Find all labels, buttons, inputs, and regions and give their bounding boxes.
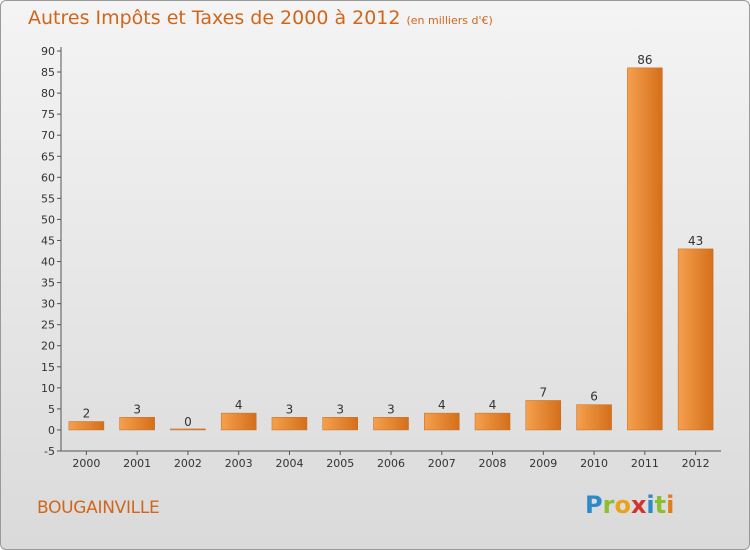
y-tick-label: 20 bbox=[41, 340, 55, 353]
x-tick-label: 2007 bbox=[428, 457, 456, 470]
bars bbox=[68, 67, 714, 431]
bar-2007 bbox=[424, 412, 460, 431]
chart-title-text: Autres Impôts et Taxes de 2000 à 2012 bbox=[28, 7, 401, 29]
data-label-2005: 3 bbox=[336, 402, 344, 416]
axes: -505101520253035404550556065707580859020… bbox=[41, 45, 721, 470]
chart-title: Autres Impôts et Taxes de 2000 à 2012 (en… bbox=[28, 7, 493, 29]
y-tick-label: 45 bbox=[41, 234, 55, 247]
data-label-2010: 6 bbox=[590, 390, 598, 404]
y-tick-label: 90 bbox=[41, 45, 55, 58]
data-label-2000: 2 bbox=[83, 407, 91, 421]
bar-2011 bbox=[627, 67, 663, 431]
y-tick-label: 15 bbox=[41, 361, 55, 374]
bar-2005 bbox=[322, 417, 358, 431]
y-tick-label: 5 bbox=[48, 403, 55, 416]
data-label-2012: 43 bbox=[688, 234, 703, 248]
y-tick-label: 60 bbox=[41, 171, 55, 184]
x-tick-label: 2010 bbox=[580, 457, 608, 470]
data-label-2007: 4 bbox=[438, 398, 446, 412]
y-tick-label: 80 bbox=[41, 87, 55, 100]
y-tick-label: -5 bbox=[44, 445, 55, 458]
data-label-2001: 3 bbox=[133, 402, 141, 416]
data-label-2009: 7 bbox=[539, 385, 547, 399]
data-label-2002: 0 bbox=[184, 415, 192, 429]
data-label-2006: 3 bbox=[387, 402, 395, 416]
y-tick-label: 40 bbox=[41, 256, 55, 269]
y-tick-label: 10 bbox=[41, 382, 55, 395]
x-tick-label: 2003 bbox=[225, 457, 253, 470]
y-tick-label: 0 bbox=[48, 424, 55, 437]
data-label-2004: 3 bbox=[286, 402, 294, 416]
bar-2004 bbox=[271, 417, 308, 431]
y-tick-label: 30 bbox=[41, 298, 55, 311]
x-tick-label: 2008 bbox=[479, 457, 507, 470]
bar-2008 bbox=[474, 412, 511, 431]
x-tick-label: 2011 bbox=[631, 457, 659, 470]
place-name: BOUGAINVILLE bbox=[37, 498, 160, 518]
x-tick-label: 2012 bbox=[682, 457, 710, 470]
y-tick-label: 75 bbox=[41, 108, 55, 121]
bar-2012 bbox=[677, 248, 714, 431]
x-tick-label: 2001 bbox=[123, 457, 151, 470]
data-label-2003: 4 bbox=[235, 398, 243, 412]
x-tick-label: 2005 bbox=[326, 457, 354, 470]
y-tick-label: 65 bbox=[41, 150, 55, 163]
bar-2003 bbox=[220, 412, 257, 431]
y-tick-label: 50 bbox=[41, 213, 55, 226]
x-tick-label: 2000 bbox=[72, 457, 100, 470]
y-tick-label: 55 bbox=[41, 192, 55, 205]
bar-2010 bbox=[576, 404, 612, 431]
bar-2000 bbox=[68, 421, 105, 431]
bar-2001 bbox=[119, 417, 155, 431]
chart-unit: (en milliers d'€) bbox=[406, 14, 493, 27]
proxiti-logo: Proxiti bbox=[585, 491, 675, 519]
x-tick-label: 2006 bbox=[377, 457, 405, 470]
y-tick-label: 70 bbox=[41, 129, 55, 142]
data-label-2008: 4 bbox=[489, 398, 497, 412]
x-tick-label: 2004 bbox=[275, 457, 303, 470]
y-tick-label: 35 bbox=[41, 277, 55, 290]
y-tick-label: 85 bbox=[41, 66, 55, 79]
x-tick-label: 2002 bbox=[174, 457, 202, 470]
bar-2009 bbox=[525, 400, 562, 431]
x-tick-label: 2009 bbox=[529, 457, 557, 470]
data-label-2011: 86 bbox=[637, 53, 652, 67]
bar-2006 bbox=[373, 417, 409, 431]
y-tick-label: 25 bbox=[41, 319, 55, 332]
bar-2002 bbox=[170, 428, 206, 431]
